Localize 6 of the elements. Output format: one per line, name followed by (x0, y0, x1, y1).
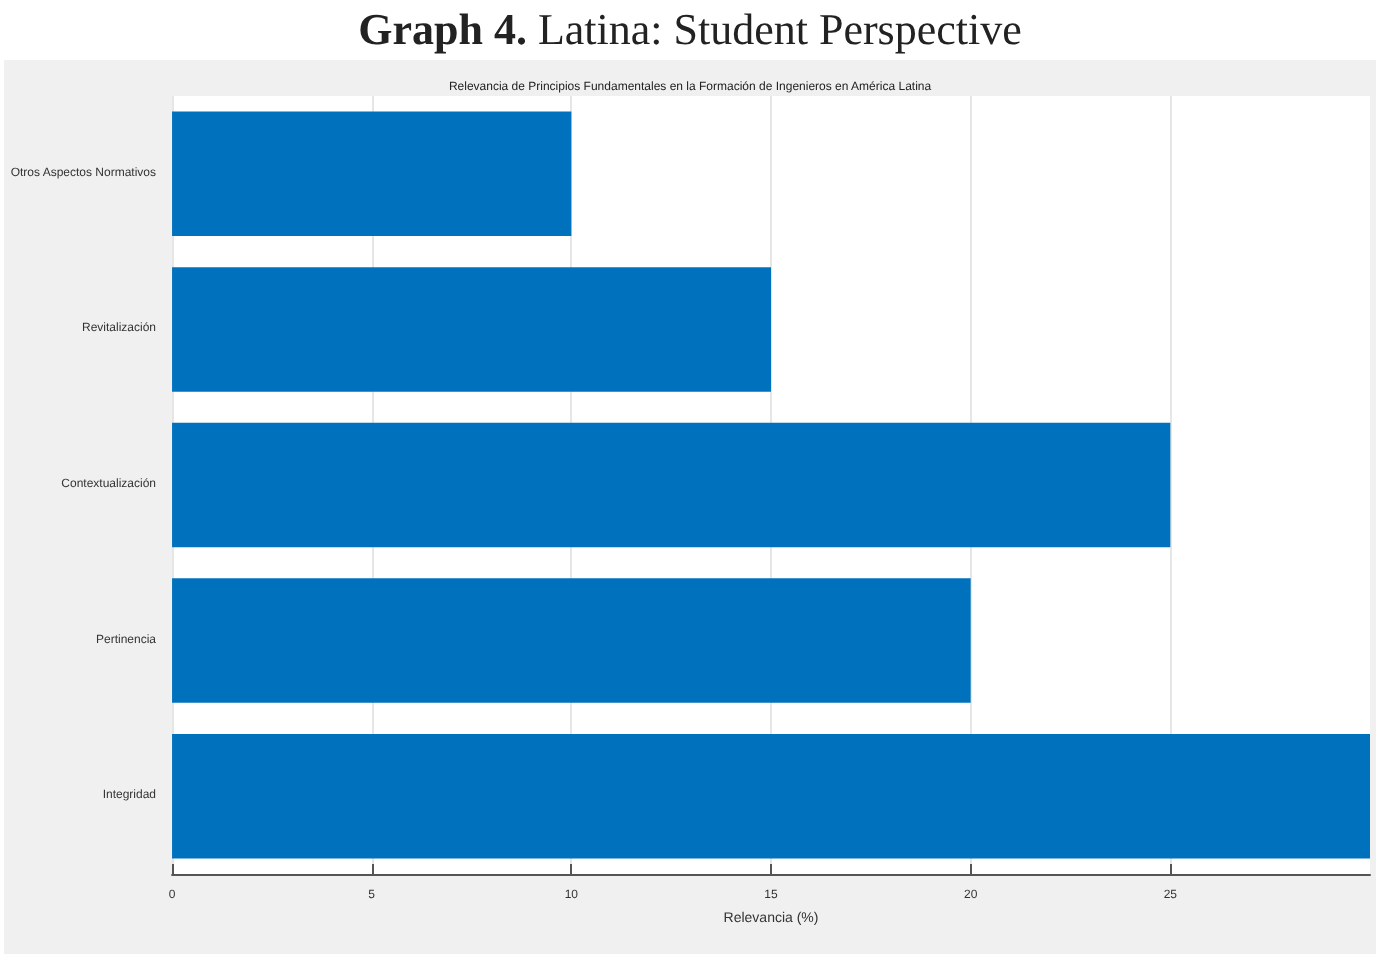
bar (172, 422, 1171, 548)
bar (172, 733, 1370, 859)
bar (172, 578, 971, 703)
bar (172, 111, 572, 237)
chart-title: Graph 4. Latina: Student Perspective (356, 2, 1024, 58)
bar (172, 267, 772, 392)
